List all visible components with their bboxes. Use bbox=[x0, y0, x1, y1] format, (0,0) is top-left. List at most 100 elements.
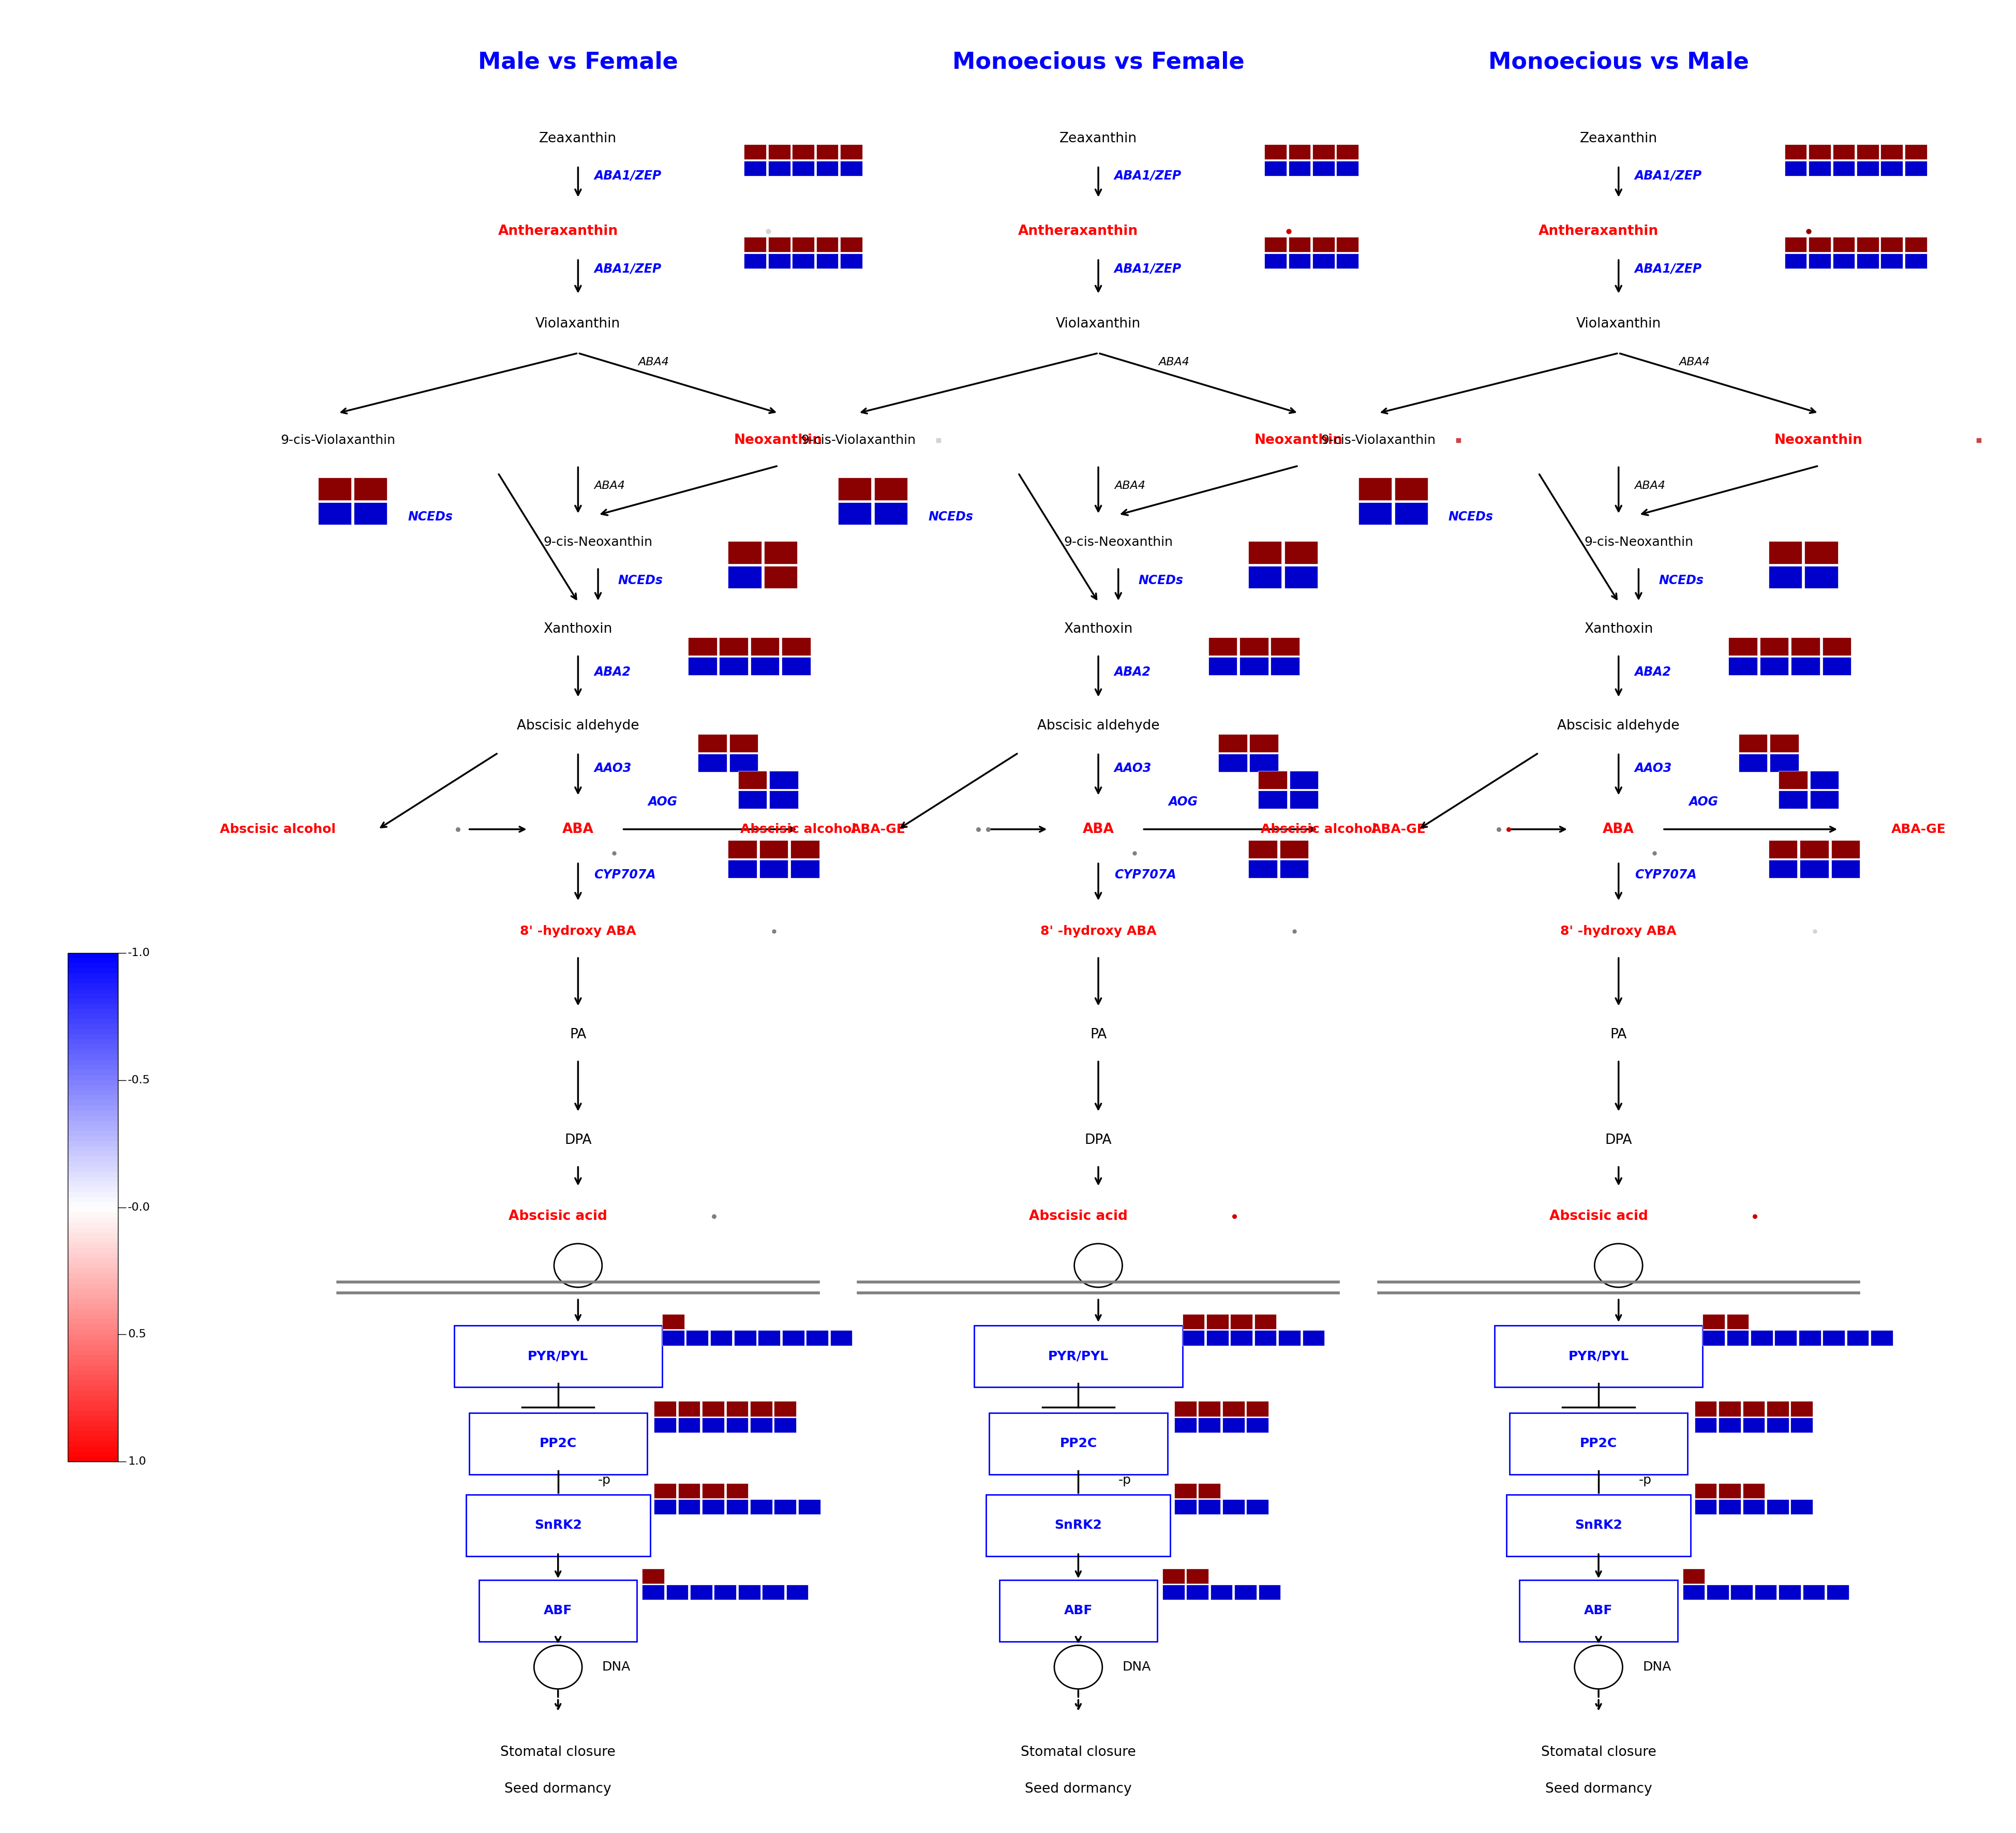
Bar bbox=[1240, 638, 1268, 656]
Text: Seed dormancy: Seed dormancy bbox=[1024, 1782, 1131, 1796]
Bar bbox=[687, 658, 716, 675]
Bar bbox=[69, 962, 117, 968]
Bar bbox=[1905, 145, 1927, 159]
Bar bbox=[1718, 1417, 1740, 1433]
Text: Neoxanthin: Neoxanthin bbox=[1254, 434, 1343, 447]
Bar bbox=[653, 1400, 675, 1417]
Bar bbox=[677, 1417, 700, 1433]
Bar bbox=[1750, 1331, 1772, 1345]
Bar bbox=[1810, 790, 1839, 808]
Bar bbox=[782, 1331, 804, 1345]
Bar bbox=[1808, 236, 1831, 253]
Bar bbox=[1742, 1499, 1764, 1514]
Bar bbox=[69, 1441, 117, 1446]
Bar bbox=[1718, 1483, 1740, 1498]
Text: AAO3: AAO3 bbox=[1115, 763, 1151, 775]
Bar bbox=[764, 566, 796, 588]
Bar bbox=[355, 502, 387, 524]
Bar bbox=[319, 502, 351, 524]
Bar bbox=[1181, 1331, 1204, 1345]
Bar bbox=[831, 1331, 853, 1345]
Bar bbox=[1738, 753, 1766, 772]
Bar bbox=[69, 1085, 117, 1091]
Bar bbox=[720, 658, 748, 675]
Bar bbox=[1359, 502, 1391, 524]
Bar bbox=[69, 1446, 117, 1452]
Bar bbox=[770, 772, 798, 788]
Text: Zeaxanthin: Zeaxanthin bbox=[1579, 132, 1657, 145]
Bar bbox=[1284, 566, 1316, 588]
Point bbox=[1482, 814, 1514, 843]
Bar bbox=[1248, 566, 1282, 588]
Bar bbox=[1681, 1586, 1704, 1600]
Bar bbox=[69, 1125, 117, 1131]
Bar bbox=[1230, 1331, 1252, 1345]
Bar bbox=[69, 968, 117, 973]
Bar bbox=[702, 1499, 724, 1514]
Text: DPA: DPA bbox=[1085, 1133, 1111, 1147]
Bar bbox=[1905, 161, 1927, 176]
Bar bbox=[1161, 1569, 1183, 1584]
Bar bbox=[69, 1074, 117, 1080]
Bar bbox=[69, 1045, 117, 1050]
Bar bbox=[69, 953, 117, 1461]
Bar bbox=[730, 753, 758, 772]
Bar bbox=[1218, 753, 1246, 772]
Bar bbox=[69, 1059, 117, 1065]
Bar bbox=[641, 1569, 663, 1584]
Bar bbox=[1730, 1586, 1752, 1600]
Text: ABA4: ABA4 bbox=[1677, 357, 1710, 367]
Point bbox=[1738, 1202, 1770, 1232]
FancyBboxPatch shape bbox=[1506, 1494, 1689, 1556]
Bar bbox=[687, 638, 716, 656]
Bar bbox=[792, 236, 814, 253]
Bar bbox=[841, 236, 863, 253]
Bar bbox=[816, 145, 839, 159]
Bar bbox=[1240, 658, 1268, 675]
Text: PYR/PYL: PYR/PYL bbox=[1568, 1351, 1629, 1362]
FancyBboxPatch shape bbox=[454, 1325, 661, 1388]
Text: CYP707A: CYP707A bbox=[1115, 869, 1175, 882]
Bar bbox=[1312, 236, 1335, 253]
Bar bbox=[1290, 772, 1318, 788]
Bar bbox=[816, 253, 839, 269]
Bar bbox=[782, 638, 810, 656]
Bar bbox=[1784, 236, 1806, 253]
Text: Zeaxanthin: Zeaxanthin bbox=[1058, 132, 1137, 145]
Bar bbox=[1742, 1400, 1764, 1417]
Bar bbox=[69, 1054, 117, 1059]
Point bbox=[1792, 216, 1824, 246]
Bar bbox=[69, 1116, 117, 1120]
Bar bbox=[839, 478, 871, 500]
Bar bbox=[1768, 541, 1802, 565]
Bar bbox=[319, 478, 351, 500]
Bar bbox=[1857, 236, 1879, 253]
Bar bbox=[677, 1400, 700, 1417]
Bar bbox=[1800, 840, 1829, 858]
Bar bbox=[1218, 733, 1246, 752]
Bar bbox=[1822, 1331, 1845, 1345]
Bar bbox=[1258, 790, 1286, 808]
Bar bbox=[1804, 541, 1837, 565]
Bar bbox=[1250, 733, 1278, 752]
Text: PA: PA bbox=[571, 1028, 587, 1041]
Bar bbox=[1270, 638, 1298, 656]
Point bbox=[1218, 1202, 1250, 1232]
Bar bbox=[1728, 658, 1756, 675]
Bar bbox=[1258, 772, 1286, 788]
Bar bbox=[1702, 1314, 1724, 1329]
Bar bbox=[69, 1274, 117, 1279]
Text: 9-cis-Violaxanthin: 9-cis-Violaxanthin bbox=[800, 434, 915, 447]
Bar bbox=[1206, 1314, 1228, 1329]
Text: ABA1/ZEP: ABA1/ZEP bbox=[1115, 170, 1181, 181]
Bar bbox=[806, 1331, 829, 1345]
Point bbox=[1639, 838, 1671, 867]
Text: Seed dormancy: Seed dormancy bbox=[504, 1782, 611, 1796]
Bar bbox=[730, 733, 758, 752]
Bar bbox=[841, 145, 863, 159]
Bar bbox=[1173, 1483, 1195, 1498]
Bar bbox=[69, 1050, 117, 1054]
Bar bbox=[1804, 566, 1837, 588]
Bar bbox=[762, 1586, 784, 1600]
Bar bbox=[661, 1331, 683, 1345]
